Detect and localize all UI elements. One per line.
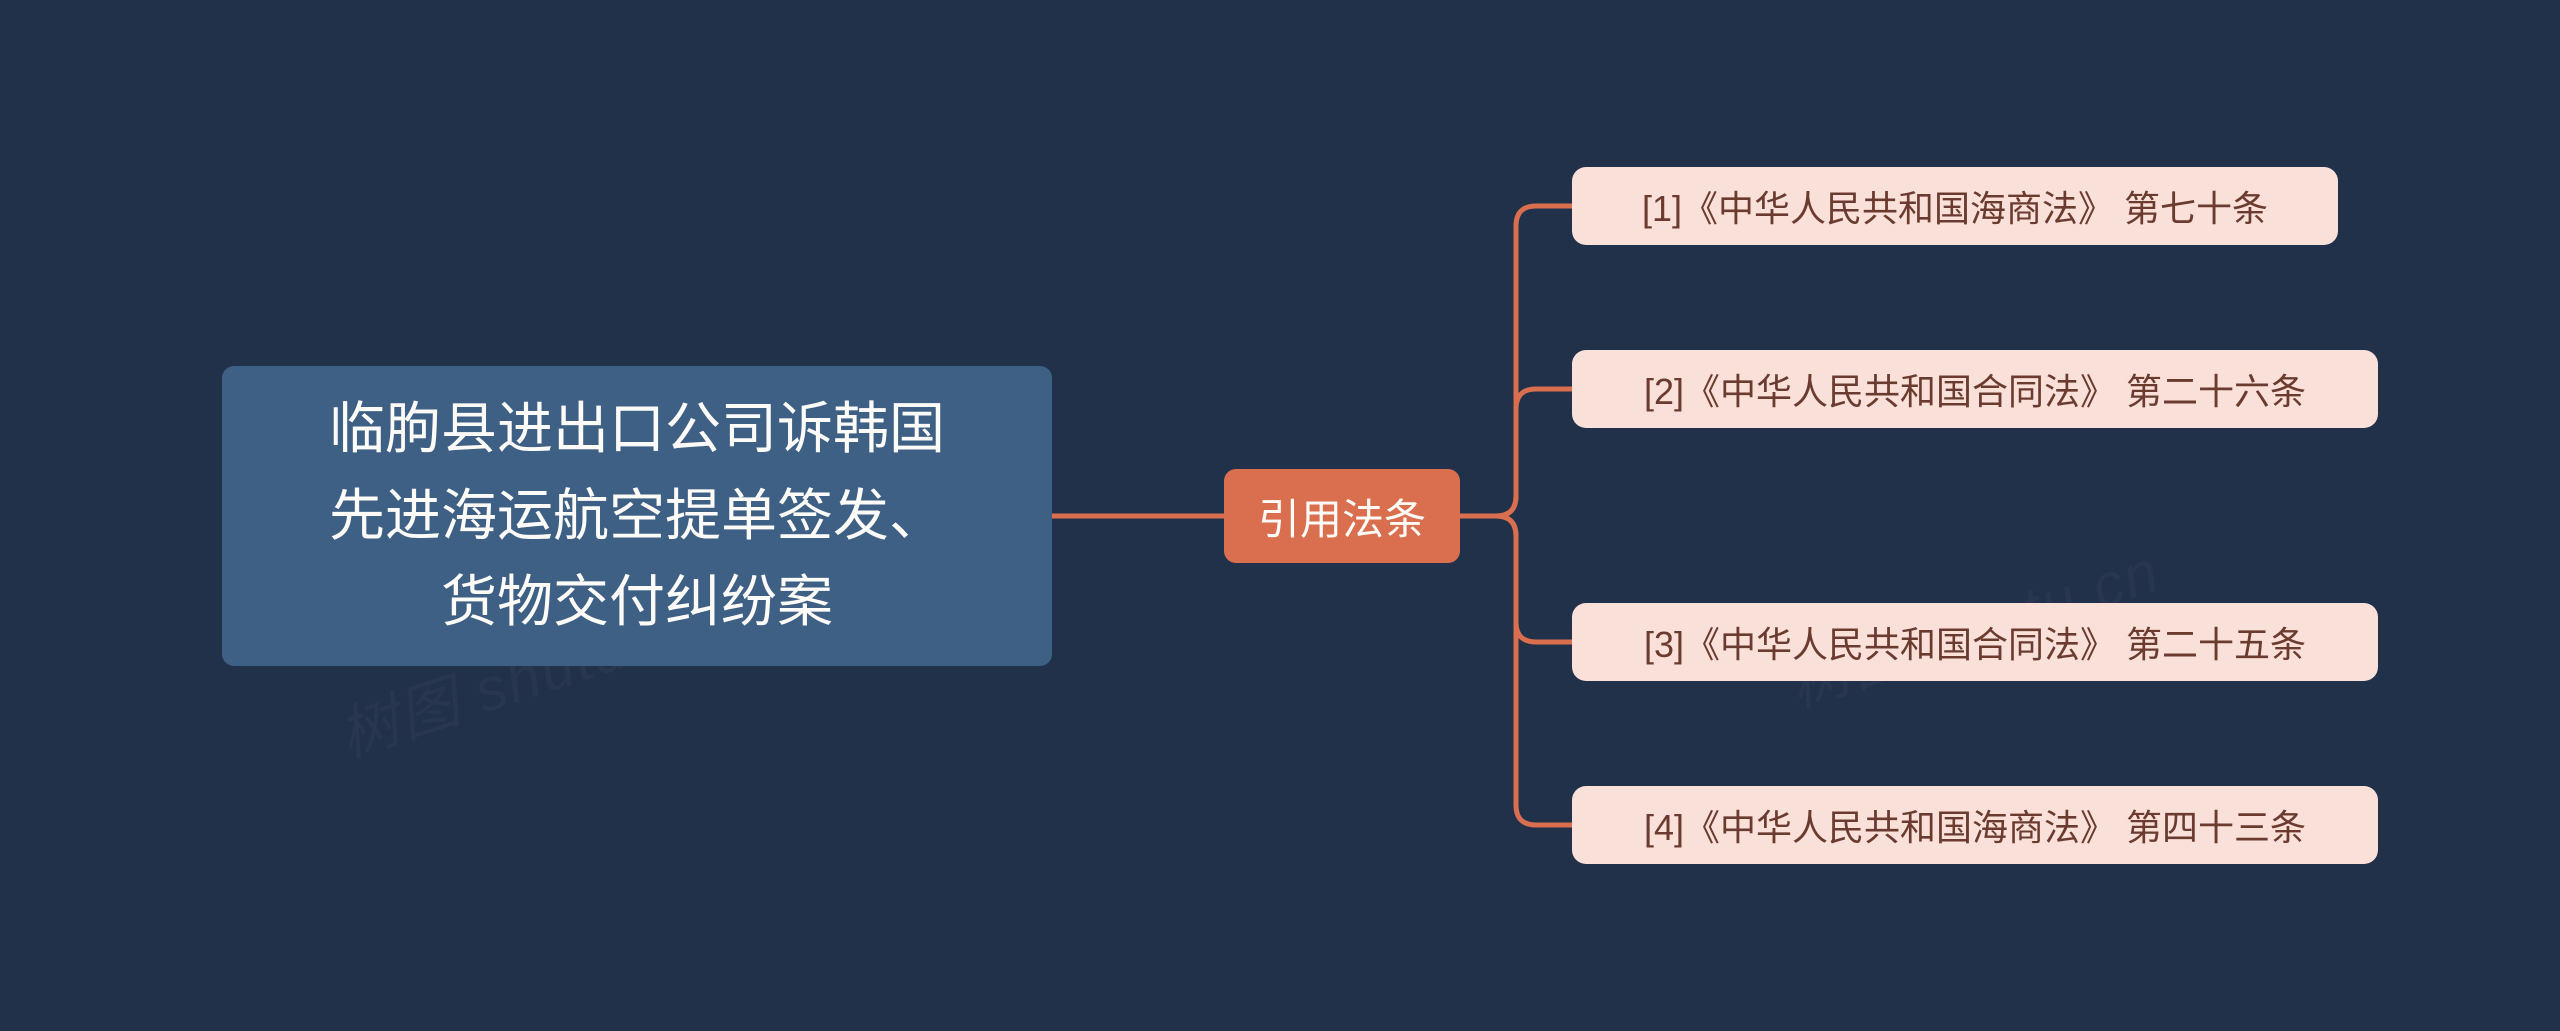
mindmap-canvas: 树图 shutu.cn 树图 shutu.cn 临朐县进出口公司诉韩国 先进海运… [0, 0, 2560, 1031]
leaf-node-2[interactable]: [3]《中华人民共和国合同法》 第二十五条 [1572, 603, 2378, 681]
leaf-node-text: [2]《中华人民共和国合同法》 第二十六条 [1644, 363, 2306, 415]
mid-node[interactable]: 引用法条 [1224, 469, 1460, 563]
leaf-node-3[interactable]: [4]《中华人民共和国海商法》 第四十三条 [1572, 786, 2378, 864]
leaf-node-text: [3]《中华人民共和国合同法》 第二十五条 [1644, 616, 2306, 668]
root-node-text: 临朐县进出口公司诉韩国 先进海运航空提单签发、 货物交付纠纷案 [329, 386, 945, 646]
leaf-node-1[interactable]: [2]《中华人民共和国合同法》 第二十六条 [1572, 350, 2378, 428]
leaf-node-0[interactable]: [1]《中华人民共和国海商法》 第七十条 [1572, 167, 2338, 245]
mid-node-text: 引用法条 [1258, 486, 1426, 547]
root-node[interactable]: 临朐县进出口公司诉韩国 先进海运航空提单签发、 货物交付纠纷案 [222, 366, 1052, 666]
leaf-node-text: [4]《中华人民共和国海商法》 第四十三条 [1644, 799, 2306, 851]
leaf-node-text: [1]《中华人民共和国海商法》 第七十条 [1642, 180, 2268, 232]
